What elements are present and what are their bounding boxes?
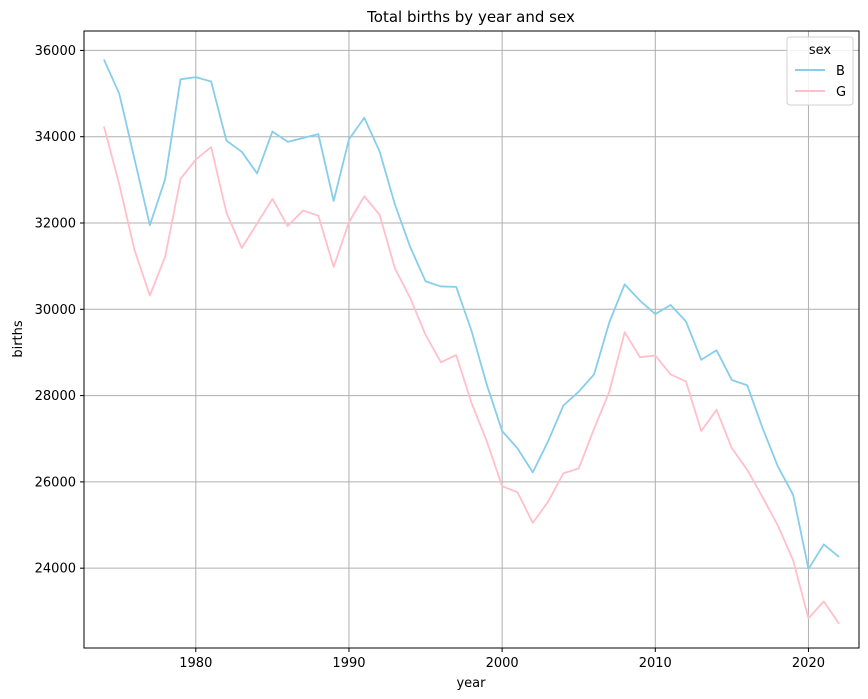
plot-frame: [83, 30, 860, 649]
grid: [84, 31, 859, 648]
x-tick-label: 1980: [179, 656, 212, 671]
chart-title: Total births by year and sex: [366, 8, 575, 26]
y-tick-label: 32000: [35, 217, 76, 232]
y-axis-label: births: [11, 320, 26, 358]
legend-title: sex: [809, 43, 832, 58]
y-tick-label: 30000: [35, 303, 76, 318]
x-tick-label: 2000: [486, 656, 519, 671]
legend: sex B G: [786, 36, 854, 106]
series-layer: [103, 59, 840, 625]
y-axis: 24000 26000 28000 30000 32000 34000 36000: [35, 44, 84, 577]
y-tick-label: 24000: [35, 562, 76, 577]
series-line-b: [103, 59, 840, 570]
y-tick-label: 26000: [35, 475, 76, 490]
series-line-g: [103, 126, 840, 625]
y-tick-label: 36000: [35, 44, 76, 59]
x-tick-label: 2010: [639, 656, 672, 671]
x-axis: 1980 1990 2000 2010 2020: [179, 648, 825, 671]
x-tick-label: 2020: [792, 656, 825, 671]
x-tick-label: 1990: [332, 656, 365, 671]
y-tick-label: 34000: [35, 130, 76, 145]
x-axis-label: year: [456, 676, 486, 691]
legend-label-g: G: [836, 85, 846, 100]
y-tick-label: 28000: [35, 389, 76, 404]
legend-label-b: B: [836, 64, 845, 79]
